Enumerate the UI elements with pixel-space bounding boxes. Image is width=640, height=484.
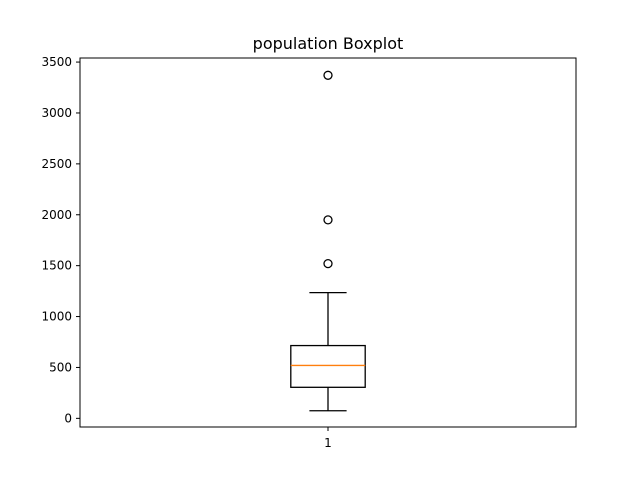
chart-title: population Boxplot	[253, 34, 404, 53]
outlier-point	[323, 215, 333, 225]
y-tick-label: 2500	[41, 157, 72, 171]
y-tick-label: 1500	[41, 259, 72, 273]
outlier-point	[323, 70, 333, 80]
y-tick-label: 0	[64, 411, 72, 425]
y-tick-label: 3500	[41, 55, 72, 69]
plot-area: 0 500 1000 1500 2000 2500 3000 3500 1	[41, 55, 366, 450]
outlier-point	[323, 258, 333, 269]
y-tick-label: 1000	[41, 310, 72, 324]
y-tick-label: 3000	[41, 106, 72, 120]
x-tick-label: 1	[324, 436, 332, 450]
y-tick-label: 500	[49, 360, 72, 374]
iqr-box	[290, 344, 366, 388]
y-tick-label: 2000	[41, 208, 72, 222]
plot-frame	[79, 57, 577, 428]
